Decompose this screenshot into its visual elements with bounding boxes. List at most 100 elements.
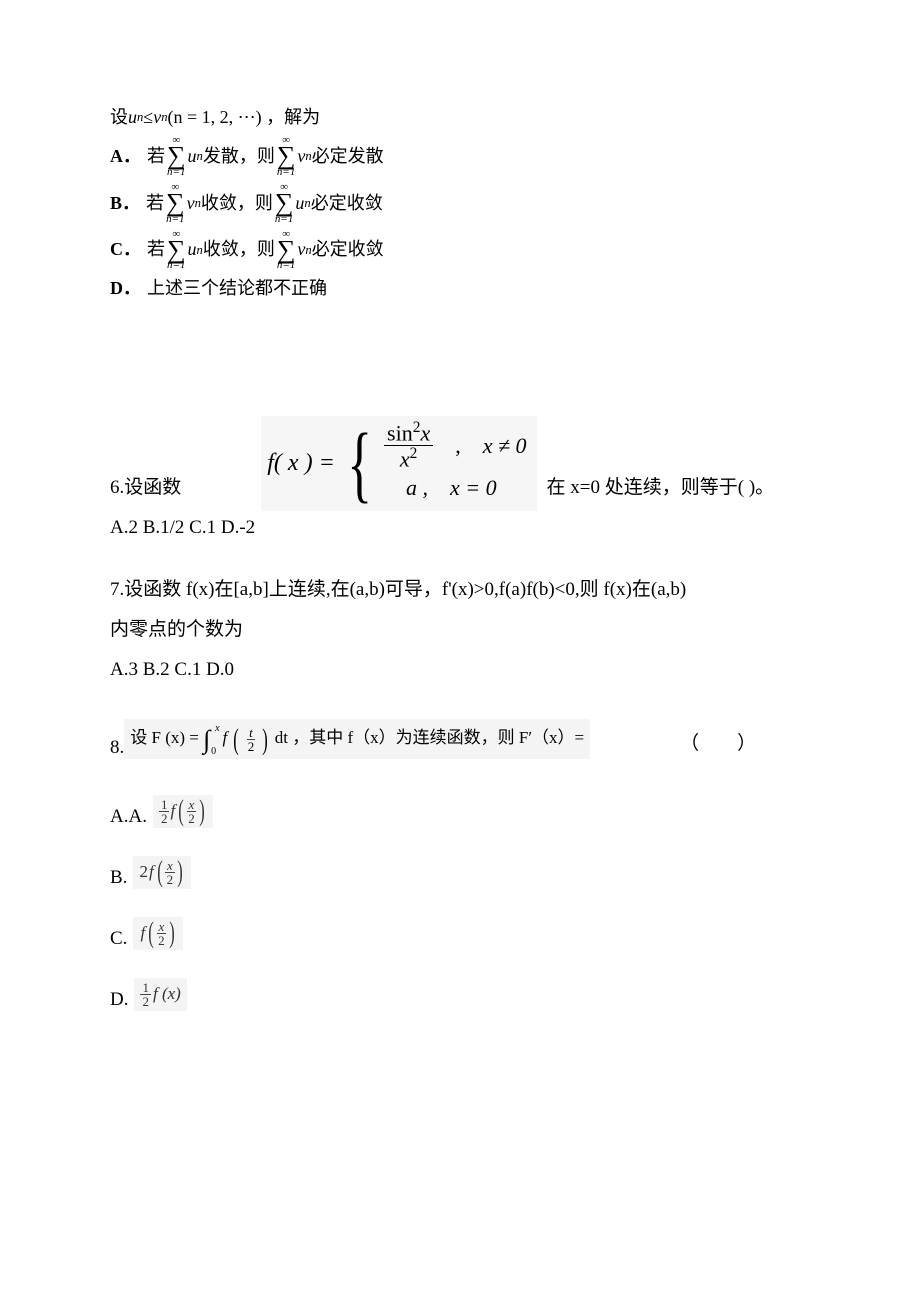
den: 2: [165, 873, 176, 886]
q7-line1: 7.设函数 f(x)在[a,b]上连续,在(a,b)可导，f'(x)>0,f(a…: [110, 570, 810, 610]
brace-icon: {: [347, 433, 372, 493]
text: 设: [110, 104, 128, 131]
answer-bracket: （ ）: [680, 728, 756, 759]
sin: sin: [387, 421, 413, 446]
piecewise-expr: f( x ) = { sin2x x2 , x ≠ 0 a , x = 0: [261, 416, 536, 511]
rparen-icon: ): [263, 731, 269, 749]
var: u: [295, 190, 304, 217]
num: x: [187, 798, 197, 812]
option-label: A．: [110, 143, 141, 170]
text: 收敛，则: [203, 236, 275, 263]
var: u: [188, 143, 197, 170]
f: f: [140, 923, 145, 943]
den: 2: [159, 812, 170, 825]
q8-option-c: C. f ( x2 ): [110, 917, 810, 950]
var: u: [188, 236, 197, 263]
sigma-sign: ∑: [275, 193, 294, 214]
q8-option-b: B. 2 f ( x2 ): [110, 856, 810, 889]
q8-expression: 设 F (x) = ∫0x f ( t2 ) dt ，其中 f（x）为连续函数，…: [124, 719, 590, 758]
num: 1: [140, 981, 151, 995]
question-5: 设 un ≤ vn (n = 1, 2, ⋯) ，解为 A． 若 ∞ ∑ n=1…: [110, 104, 810, 302]
f: f: [223, 728, 228, 747]
sigma-sign: ∑: [277, 240, 296, 261]
option-label: C．: [110, 236, 141, 263]
f: f: [170, 801, 175, 821]
lparen-icon: (: [234, 731, 240, 749]
num: x: [165, 859, 175, 873]
option-label: D.: [110, 989, 128, 1011]
int-hi: x: [215, 723, 219, 734]
text: 若: [147, 236, 165, 263]
coef: 2: [139, 862, 148, 882]
option-label: C.: [110, 928, 127, 950]
fraction: 12: [140, 981, 151, 1008]
q8-number: 8.: [110, 737, 124, 759]
q5-option-b: B． 若 ∞ ∑ n=1 vn 收敛，则 ∞ ∑ n=1 un 必定收敛: [110, 182, 810, 225]
text: 必定收敛: [312, 236, 384, 263]
text: 必定发散: [312, 143, 384, 170]
q6-stem: 6.设函数 f( x ) = { sin2x x2 , x ≠ 0 a , x …: [110, 416, 810, 511]
case-row: a , x = 0: [384, 470, 527, 505]
text: 若: [147, 143, 165, 170]
fraction: x2: [156, 920, 167, 947]
option-label: D．: [110, 275, 141, 302]
cond: x = 0: [450, 470, 497, 505]
f: f: [149, 862, 154, 882]
text: 若: [146, 190, 164, 217]
sigma-bot: n=1: [167, 167, 185, 178]
sigma-icon: ∞ ∑ n=1: [277, 135, 296, 178]
q6-options: A.2 B.1/2 C.1 D.-2: [110, 513, 810, 543]
num: x: [157, 920, 167, 934]
q7-line3: A.3 B.2 C.1 D.0: [110, 650, 810, 690]
var-u: u: [128, 104, 137, 131]
var-v: v: [153, 104, 161, 131]
sigma-sign: ∑: [167, 146, 186, 167]
q6-prefix: 6.设函数: [110, 473, 181, 511]
cond: (n = 1, 2, ⋯) ，解为: [167, 104, 320, 131]
fraction: sin2x x2: [384, 420, 433, 470]
fraction: t2: [246, 726, 257, 753]
question-7: 7.设函数 f(x)在[a,b]上连续,在(a,b)可导，f'(x)>0,f(a…: [110, 570, 810, 690]
q8-option-d: D. 12 f (x): [110, 978, 810, 1011]
int-lo: 0: [211, 746, 216, 757]
x: x: [400, 446, 410, 471]
dt-tail: dt ，其中 f（x）为连续函数，则 F′（x）=: [275, 728, 584, 747]
num: t: [247, 726, 255, 740]
q8-option-a: A.A. 12 f ( x2 ): [110, 795, 810, 828]
rparen-icon: ): [199, 802, 205, 820]
q5-option-d: D． 上述三个结论都不正确: [110, 275, 810, 302]
num: 1: [159, 798, 170, 812]
lparen-icon: (: [178, 802, 184, 820]
option-label: A.A.: [110, 806, 147, 828]
q5-stem: 设 un ≤ vn (n = 1, 2, ⋯) ，解为: [110, 104, 810, 131]
var: v: [297, 236, 305, 263]
denominator: x2: [397, 446, 420, 470]
q7-line2: 内零点的个数为: [110, 610, 810, 650]
var: v: [297, 143, 305, 170]
integral-sign: ∫0x: [203, 725, 210, 755]
sigma-sign: ∑: [167, 240, 186, 261]
comma: ,: [455, 428, 461, 463]
sigma-bot: n=1: [275, 214, 293, 225]
option-label: B．: [110, 190, 140, 217]
text: 收敛，则: [201, 190, 273, 217]
den: 2: [140, 995, 151, 1008]
option-label: B.: [110, 867, 127, 889]
option-expr: 12 f ( x2 ): [153, 795, 213, 828]
rparen-icon: ): [177, 863, 183, 881]
question-8: 8. 设 F (x) = ∫0x f ( t2 ) dt ，其中 f（x）为连续…: [110, 719, 810, 1010]
sigma-sign: ∑: [166, 193, 185, 214]
text: 必定收敛: [311, 190, 383, 217]
fraction: x2: [186, 798, 197, 825]
q8-stem: 8. 设 F (x) = ∫0x f ( t2 ) dt ，其中 f（x）为连续…: [110, 719, 810, 758]
lparen-icon: (: [157, 863, 163, 881]
integral-icon: ∫0x: [203, 725, 210, 755]
fraction: x2: [165, 859, 176, 886]
sigma-icon: ∞ ∑ n=1: [277, 229, 296, 272]
fx-eq: f( x ) =: [267, 444, 335, 482]
q6-after: 在 x=0 处连续，则等于( )。: [547, 473, 775, 511]
text: 上述三个结论都不正确: [147, 275, 327, 302]
option-expr: f ( x2 ): [133, 917, 182, 950]
question-6: 6.设函数 f( x ) = { sin2x x2 , x ≠ 0 a , x …: [110, 416, 810, 543]
cond: x ≠ 0: [483, 428, 527, 463]
